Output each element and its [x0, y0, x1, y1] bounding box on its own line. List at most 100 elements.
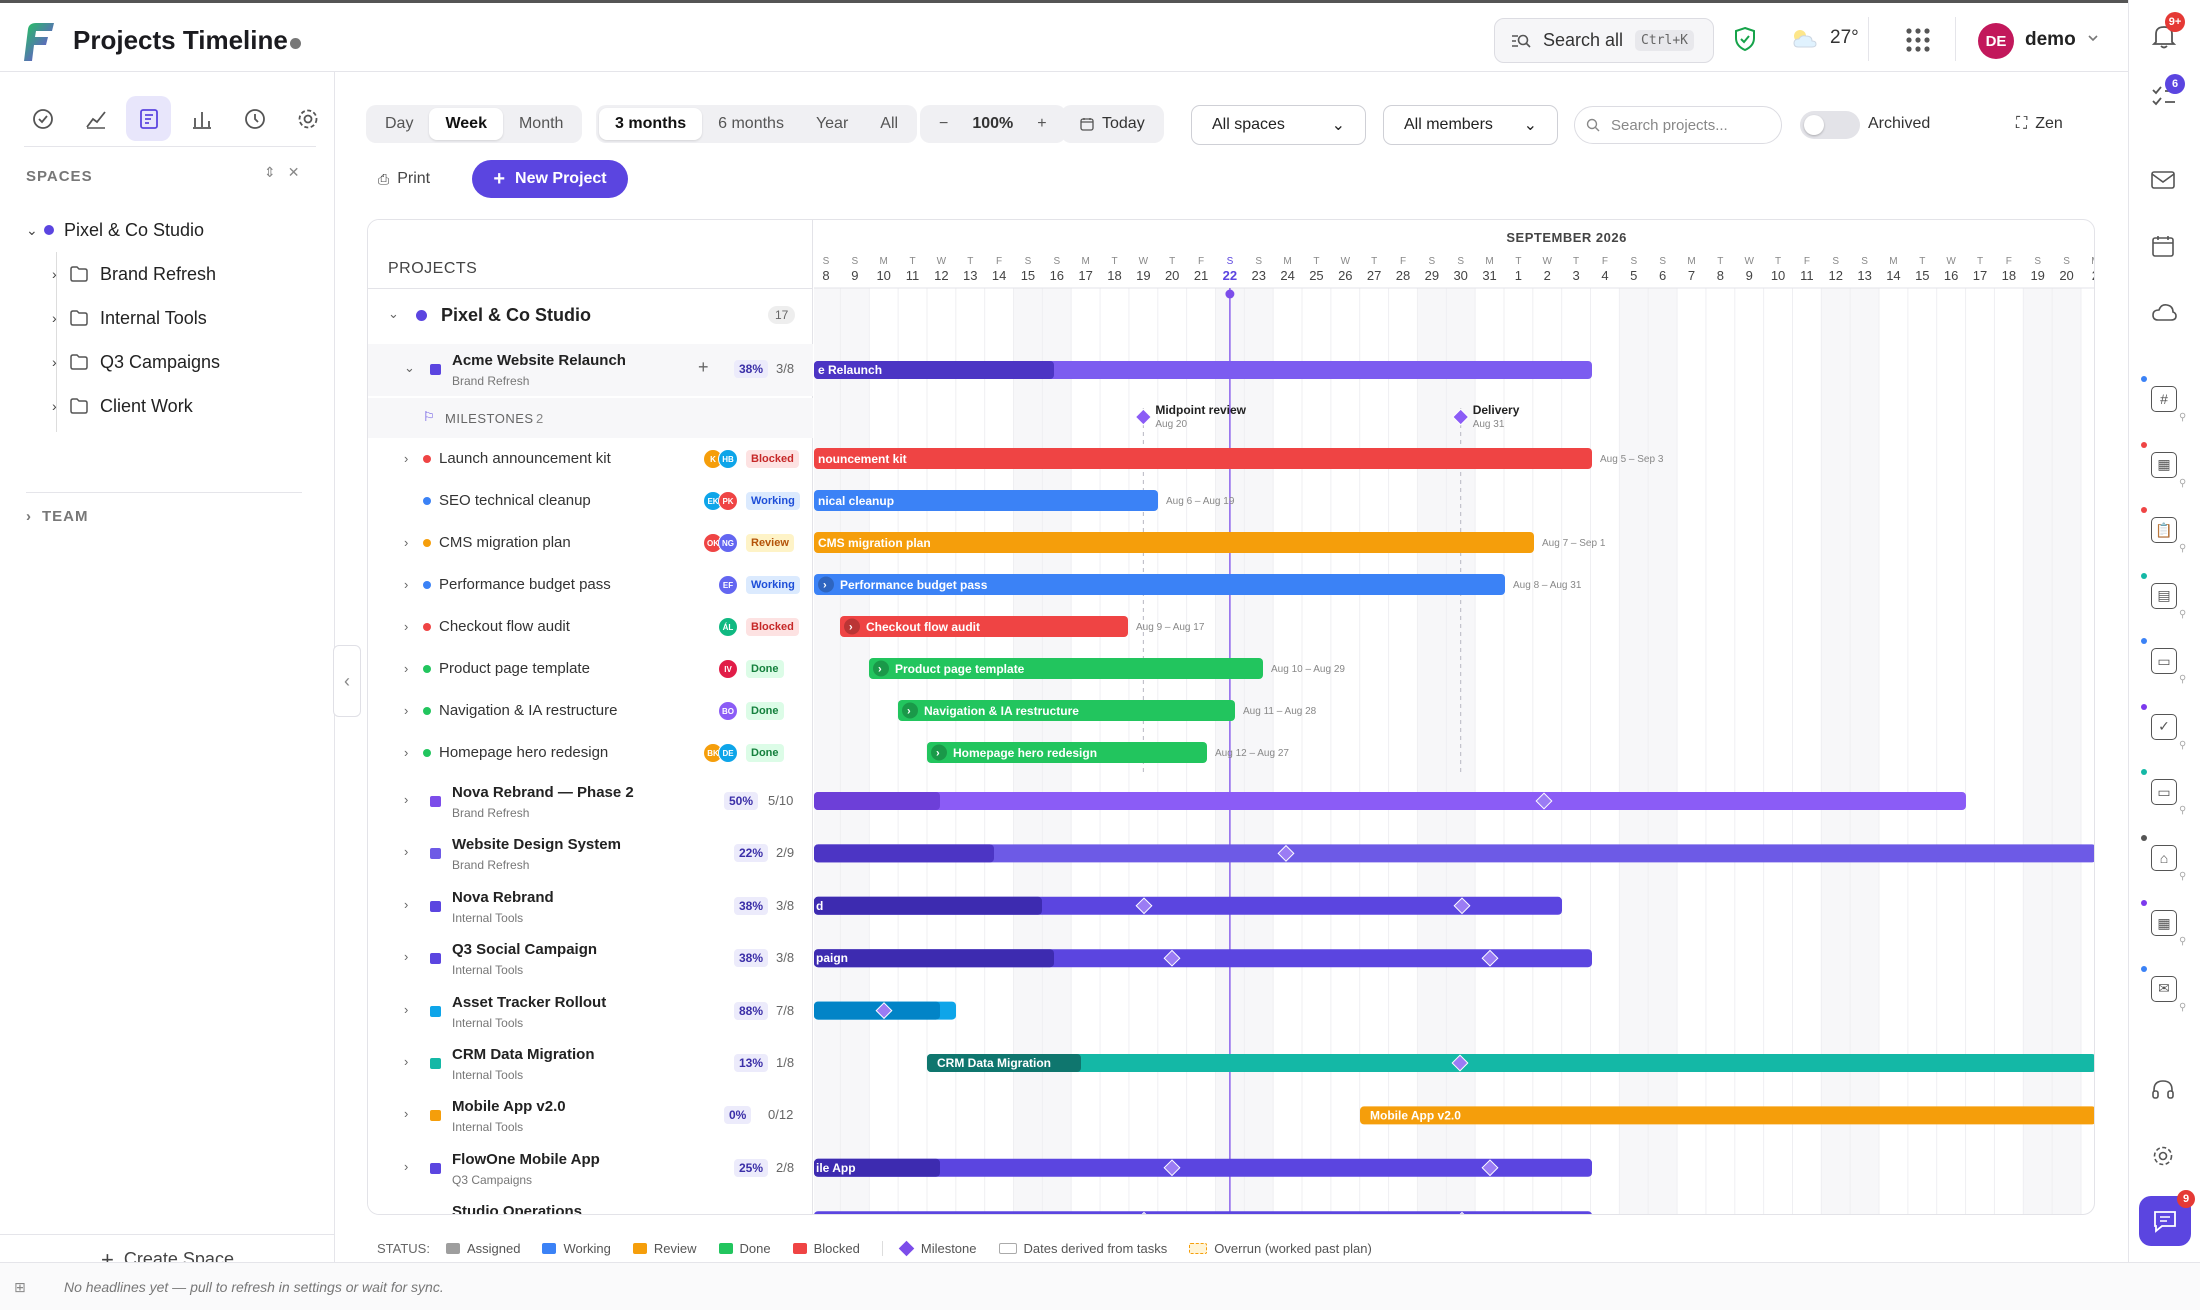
chevron-right-icon[interactable]: ›: [52, 398, 57, 414]
analytics-chart-icon[interactable]: [73, 96, 118, 141]
chevron-down-icon[interactable]: ⌄: [26, 221, 38, 238]
task-status-badge[interactable]: Working: [746, 576, 800, 594]
support-headset-icon[interactable]: [2151, 1078, 2175, 1102]
range-3-months-tab[interactable]: 3 months: [599, 108, 703, 140]
folder-item-internal-tools[interactable]: › Internal Tools: [26, 296, 316, 340]
project-row[interactable]: › Q3 Social Campaign Internal Tools 38% 3/8: [368, 933, 813, 985]
chevron-right-icon[interactable]: ›: [404, 619, 409, 634]
task-status-badge[interactable]: Done: [746, 660, 784, 678]
chevron-right-icon[interactable]: ›: [404, 745, 409, 760]
chevron-right-icon[interactable]: ›: [404, 535, 409, 550]
space-item-pixel-co[interactable]: ⌄ Pixel & Co Studio: [26, 208, 316, 252]
zoom-out-button[interactable]: −: [939, 115, 949, 132]
chevron-right-icon[interactable]: ›: [404, 577, 409, 592]
task-status-badge[interactable]: Blocked: [746, 618, 799, 636]
chevron-right-icon[interactable]: ›: [404, 1211, 408, 1214]
task-status-badge[interactable]: Review: [746, 534, 794, 552]
bar-chart-icon[interactable]: [179, 96, 224, 141]
task-row[interactable]: SEO technical cleanup EK PK Working: [368, 480, 813, 522]
task-status-badge[interactable]: Working: [746, 492, 800, 510]
chevron-down-icon[interactable]: ⌄: [404, 360, 415, 375]
settings-gear-icon[interactable]: [2151, 1144, 2175, 1168]
new-project-button[interactable]: + New Project: [472, 160, 628, 198]
view-week-tab[interactable]: Week: [429, 108, 503, 140]
timeline-icon[interactable]: [126, 96, 171, 141]
zen-button[interactable]: ⛶ Zen: [2016, 115, 2063, 133]
chevron-right-icon[interactable]: ›: [404, 1106, 409, 1122]
rail-shortcut[interactable]: ▤ ⚲: [2129, 572, 2200, 633]
zoom-in-button[interactable]: +: [1037, 115, 1047, 132]
rail-shortcut[interactable]: ▭ ⚲: [2129, 769, 2200, 829]
view-day-tab[interactable]: Day: [385, 115, 414, 132]
members-select[interactable]: All members ⌄: [1383, 105, 1558, 145]
chevron-right-icon[interactable]: ›: [404, 1158, 409, 1174]
cloud-icon[interactable]: [2151, 302, 2177, 322]
range-all-tab[interactable]: All: [880, 115, 899, 132]
chat-button[interactable]: 9: [2139, 1190, 2195, 1246]
project-row[interactable]: › CRM Data Migration Internal Tools 13% 1/8: [368, 1038, 813, 1090]
project-row-acme[interactable]: ⌄ Acme Website Relaunch Brand Refresh + …: [368, 344, 813, 396]
chevron-right-icon[interactable]: ›: [404, 1001, 409, 1017]
tasks-button[interactable]: 6: [2151, 74, 2185, 113]
pin-icon[interactable]: ⚲: [2179, 1001, 2187, 1013]
assignee-avatar[interactable]: HB: [718, 449, 738, 469]
chevron-right-icon[interactable]: ›: [26, 508, 32, 525]
project-row[interactable]: › FlowOne Mobile App Q3 Campaigns 25% 2/8: [368, 1143, 813, 1195]
chevron-right-icon[interactable]: ›: [404, 949, 409, 965]
pin-icon[interactable]: ⚲: [2179, 543, 2187, 554]
chevron-right-icon[interactable]: ›: [404, 896, 409, 912]
pin-icon[interactable]: ⚲: [2179, 608, 2187, 620]
spaces-select[interactable]: All spaces ⌄: [1191, 105, 1366, 145]
shield-check-icon[interactable]: [1733, 26, 1757, 52]
assignee-avatar[interactable]: PK: [718, 491, 738, 511]
project-row[interactable]: › Studio Operations: [368, 1195, 813, 1214]
chevron-right-icon[interactable]: ›: [404, 661, 409, 676]
pin-icon[interactable]: ⚲: [2179, 936, 2187, 947]
folder-item-client-work[interactable]: › Client Work: [26, 384, 316, 428]
weather-widget[interactable]: 27°: [1790, 27, 1859, 49]
folder-item-brand-refresh[interactable]: › Brand Refresh: [26, 252, 316, 296]
task-row[interactable]: › Navigation & IA restructure BO Done: [368, 690, 813, 732]
notifications-button[interactable]: 9+: [2151, 12, 2185, 55]
add-task-plus-icon[interactable]: +: [698, 357, 709, 377]
project-search-input[interactable]: Search projects...: [1574, 106, 1782, 144]
team-section[interactable]: › TEAM: [26, 508, 89, 525]
chevron-right-icon[interactable]: ›: [52, 310, 57, 326]
tasks-check-icon[interactable]: [20, 96, 65, 141]
chevron-right-icon[interactable]: ›: [404, 1054, 409, 1069]
chevron-right-icon[interactable]: ›: [52, 266, 57, 282]
rail-shortcut[interactable]: ✓ ⚲: [2129, 703, 2200, 764]
space-group-row[interactable]: ⌄ Pixel & Co Studio 17: [368, 290, 813, 340]
range-year-tab[interactable]: Year: [815, 115, 849, 132]
settings-gear-icon[interactable]: [285, 96, 330, 141]
pin-icon[interactable]: ⚲: [2179, 870, 2187, 882]
spaces-collapse-controls[interactable]: ⇕✕: [264, 164, 312, 180]
pin-icon[interactable]: ⚲: [2179, 805, 2187, 816]
assignee-avatar[interactable]: DE: [718, 743, 738, 763]
chevron-right-icon[interactable]: ›: [404, 451, 409, 466]
global-search-button[interactable]: Search all Ctrl+K: [1494, 18, 1714, 63]
mail-icon[interactable]: [2151, 170, 2175, 190]
rail-shortcut[interactable]: ⌂ ⚲: [2129, 834, 2200, 895]
project-row[interactable]: › Mobile App v2.0 Internal Tools 0% 0/12: [368, 1090, 813, 1142]
today-button[interactable]: Today: [1061, 105, 1164, 143]
range-6-months-tab[interactable]: 6 months: [718, 115, 784, 132]
assignee-avatar[interactable]: ÁL: [718, 617, 738, 637]
view-month-tab[interactable]: Month: [518, 115, 564, 132]
grid-icon[interactable]: ⊞: [14, 1279, 26, 1295]
chevron-right-icon[interactable]: ›: [52, 354, 57, 370]
task-status-badge[interactable]: Done: [746, 744, 784, 762]
apps-grid-icon[interactable]: [1905, 27, 1931, 53]
assignee-avatar[interactable]: IV: [718, 659, 738, 679]
chevron-right-icon[interactable]: ›: [404, 844, 409, 860]
task-row[interactable]: › CMS migration plan OK NG Review: [368, 522, 813, 564]
rail-shortcut[interactable]: ▭ ⚲: [2129, 638, 2200, 698]
project-row[interactable]: › Nova Rebrand Internal Tools 38% 3/8: [368, 881, 813, 933]
chevron-down-icon[interactable]: ⌄: [388, 306, 399, 321]
task-row[interactable]: › Checkout flow audit ÁL Blocked: [368, 606, 813, 648]
chevron-down-icon[interactable]: [2086, 31, 2100, 45]
archived-toggle[interactable]: [1800, 111, 1860, 139]
task-row[interactable]: › Homepage hero redesign BK DE Done: [368, 732, 813, 774]
task-status-badge[interactable]: Blocked: [746, 450, 799, 468]
project-row[interactable]: › Asset Tracker Rollout Internal Tools 88% 7…: [368, 986, 813, 1038]
